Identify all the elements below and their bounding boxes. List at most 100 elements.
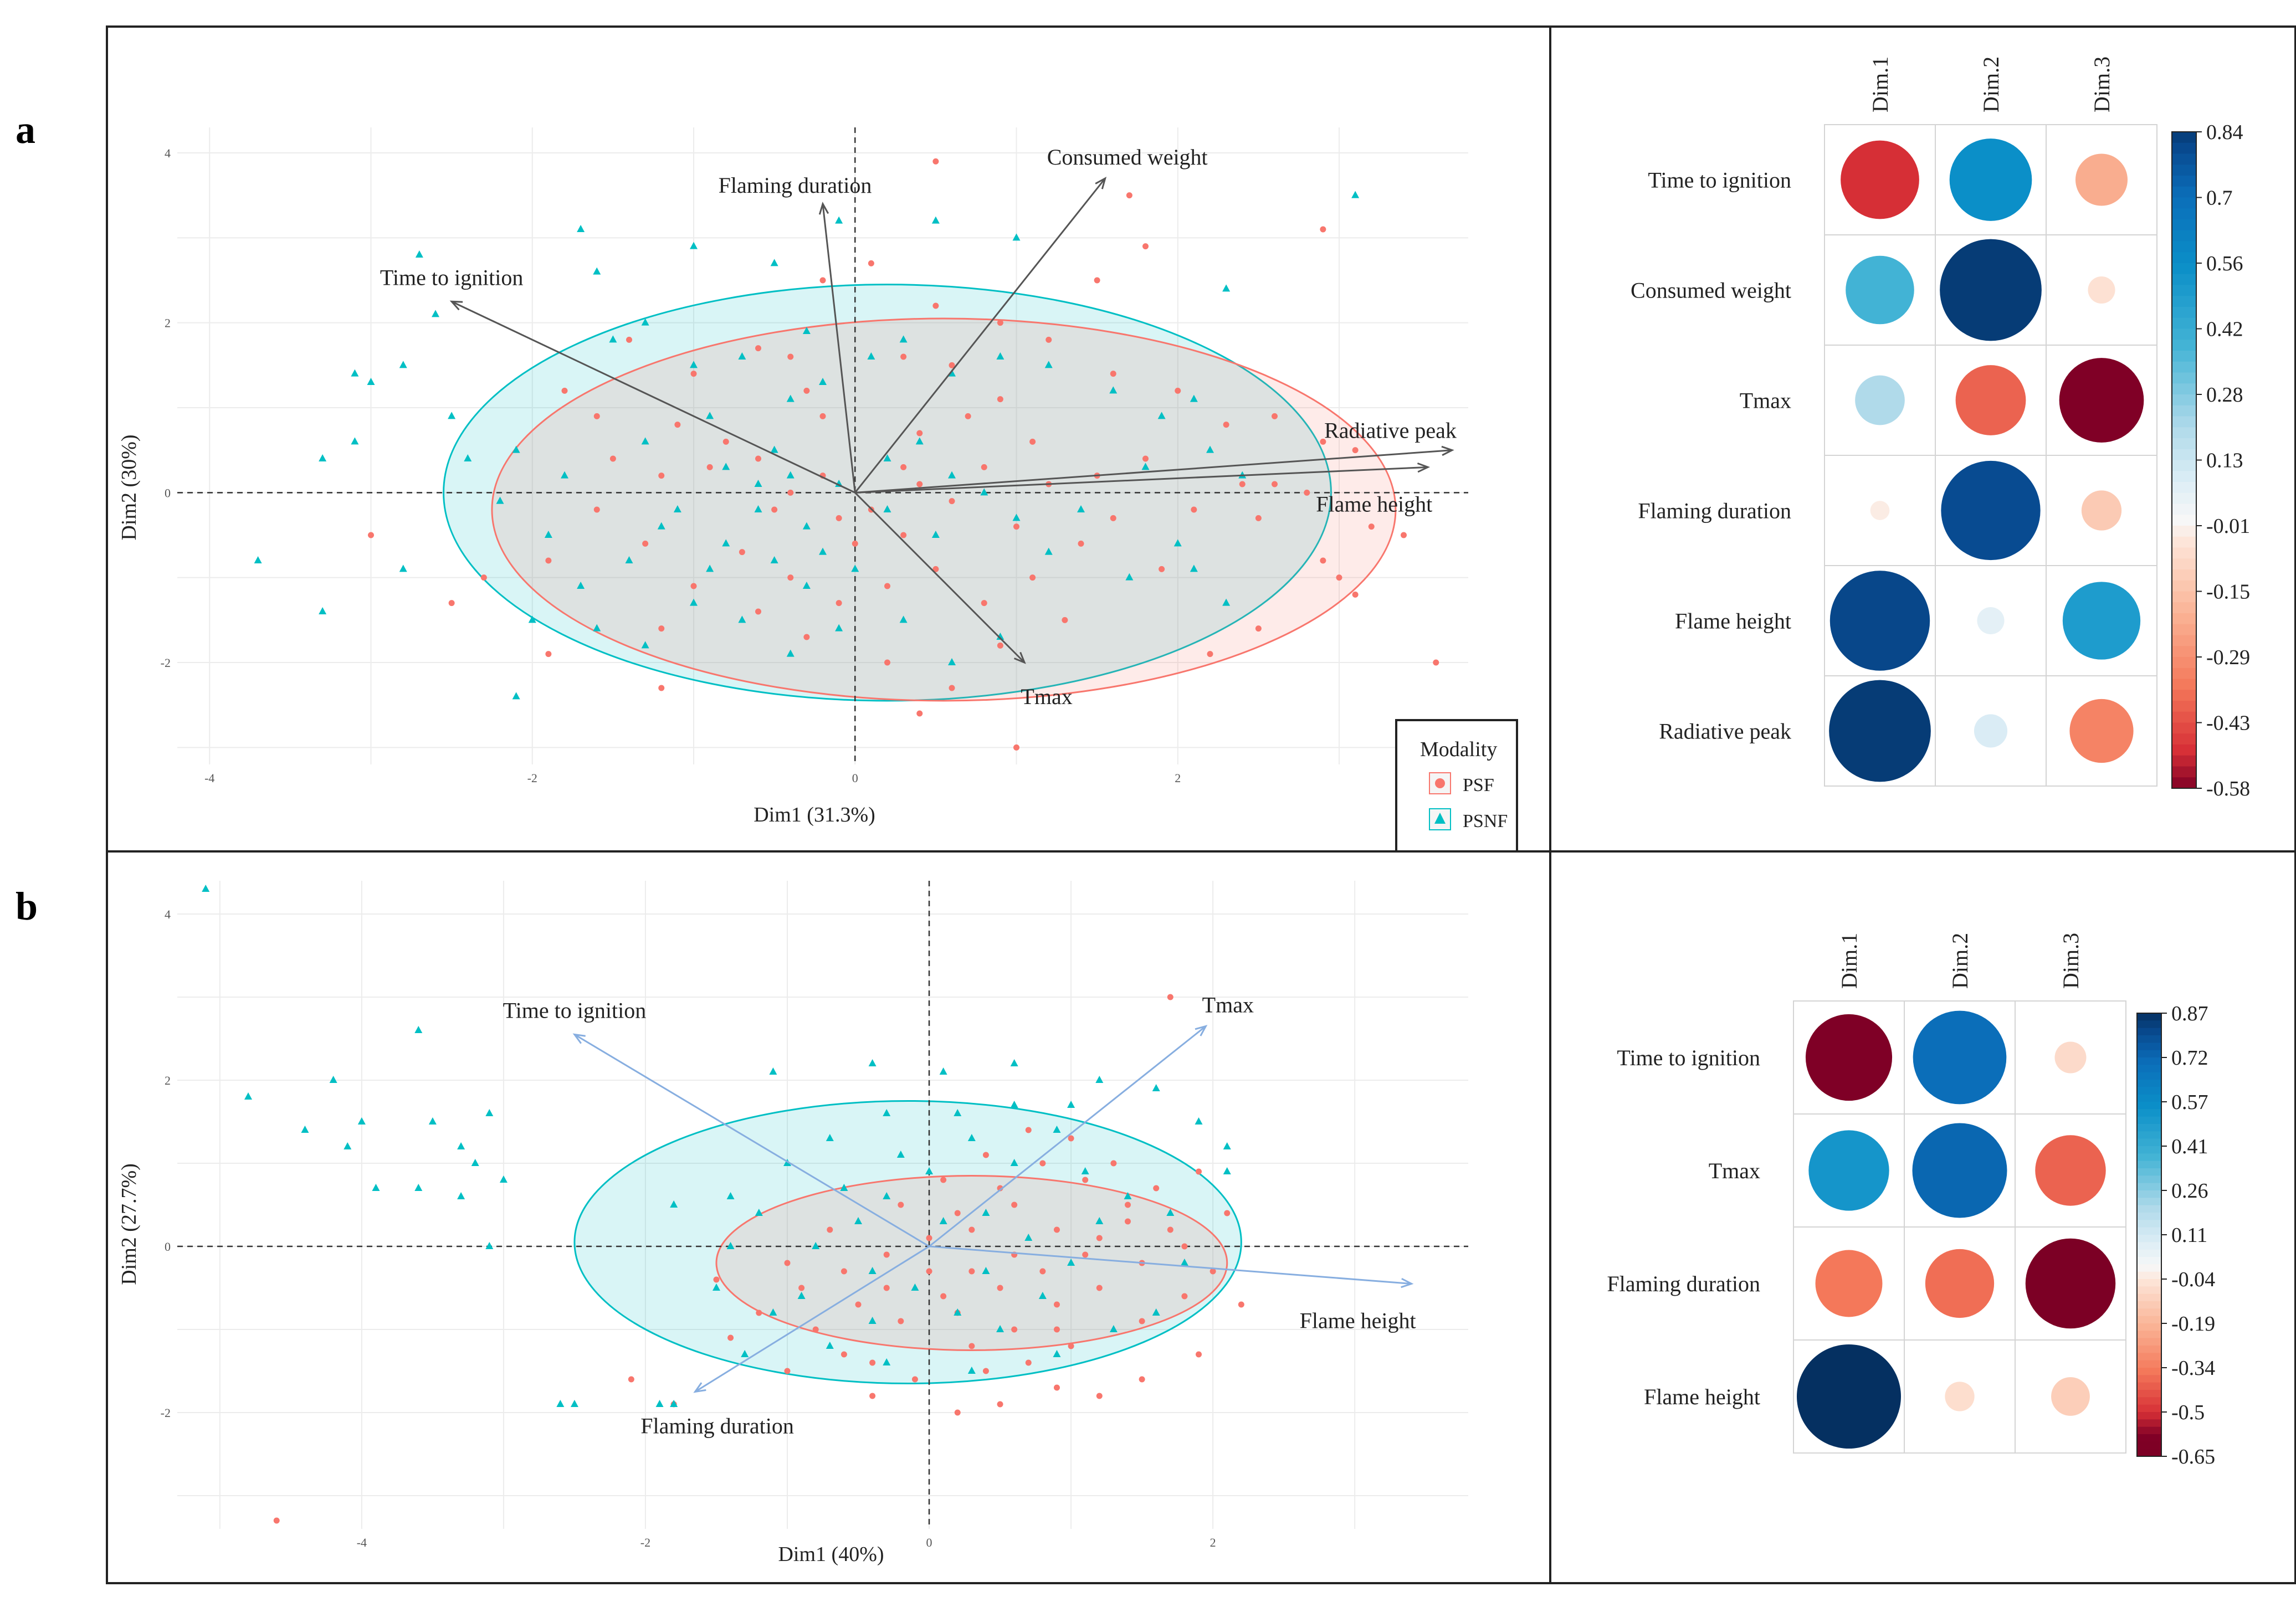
point-psnf	[570, 1400, 578, 1407]
point-psf	[932, 566, 939, 572]
colorbar-segment	[2172, 558, 2196, 570]
point-psf	[1053, 1384, 1060, 1391]
colorbar-segment	[2137, 1094, 2161, 1102]
point-psnf	[496, 496, 504, 504]
point-psnf	[1166, 1209, 1175, 1216]
colorbar-segment	[2172, 460, 2196, 472]
corr-circle	[1925, 1249, 1995, 1318]
legend-a: Modality PSF PSNF	[1395, 719, 1518, 853]
point-psnf	[641, 437, 649, 445]
point-psf	[561, 387, 568, 394]
colorbar-segment	[2137, 1426, 2161, 1435]
corr-circle	[1841, 140, 1919, 219]
point-psf	[1011, 1326, 1018, 1333]
corr-circle	[1940, 239, 2042, 341]
point-psf	[869, 1393, 876, 1399]
colorbar-segment	[2172, 526, 2196, 537]
colorbar-segment	[2172, 624, 2196, 636]
pca-biplot-a: Consumed weight Flaming duration Time to i…	[117, 127, 1468, 826]
colorbar-segment	[2137, 1043, 2161, 1051]
colorbar-segment	[2137, 1397, 2161, 1405]
ticks-a: -4 -2 0 2 -2 0 2 4	[161, 146, 1181, 785]
loading-arrow	[854, 492, 1026, 664]
colorbar-segment	[2172, 416, 2196, 428]
point-psnf	[1012, 233, 1021, 241]
point-psf	[1401, 532, 1407, 538]
corr-cell	[2046, 675, 2157, 787]
corr-row-label: Tmax	[1740, 388, 1791, 413]
colorbar-a: 0.84 0.7 0.56 0.42 0.28 0.13 -0.01 -0.15 -0.29 -0…	[2171, 121, 2250, 800]
corr-circle	[2081, 490, 2122, 531]
loading-arrow	[574, 1034, 930, 1247]
corr-circle	[2075, 153, 2128, 206]
corr-column-label: Dim.3	[2058, 933, 2083, 989]
y-tick-label: 4	[165, 146, 171, 160]
point-psf	[755, 345, 761, 352]
point-psnf	[561, 471, 568, 479]
point-psf	[1139, 1318, 1145, 1324]
point-psf	[1062, 617, 1068, 623]
point-psnf	[1223, 1167, 1231, 1174]
point-psf	[1142, 455, 1149, 462]
point-psnf	[925, 1167, 934, 1174]
colorbar-segment	[2137, 1220, 2161, 1228]
colorbar-segment	[2172, 165, 2196, 176]
point-psnf	[1024, 1234, 1033, 1241]
point-psf	[982, 1368, 989, 1374]
colorbar-segment	[2172, 241, 2196, 253]
zero-lines-a	[177, 127, 1468, 764]
colorbar-segment	[2172, 602, 2196, 614]
arrow-head	[1401, 1277, 1414, 1288]
point-psf	[545, 557, 552, 564]
colorbar-tick-label: 0.57	[2171, 1091, 2208, 1114]
corr-row-label: Radiative peak	[1659, 719, 1791, 744]
point-psnf	[457, 1192, 465, 1199]
point-psnf	[432, 310, 439, 317]
point-psnf	[577, 582, 585, 589]
corr-row-label: Flame height	[1675, 609, 1791, 634]
colorbar-tick-label: -0.65	[2171, 1445, 2215, 1468]
point-psf	[1053, 1226, 1060, 1233]
colorbar-segment	[2137, 1057, 2161, 1066]
y-axis-label-b: Dim2 (27.7%)	[117, 1163, 141, 1285]
point-psnf	[1010, 1059, 1018, 1066]
point-psnf	[931, 216, 940, 224]
point-psnf	[939, 1067, 947, 1075]
ellipses-b	[573, 1100, 1242, 1384]
point-psf	[1082, 1177, 1089, 1183]
loading-arrow	[822, 203, 856, 493]
point-psf	[1272, 481, 1278, 487]
colorbar-segment	[2137, 1205, 2161, 1213]
legend-psf-marker	[1435, 778, 1445, 788]
point-psnf	[1081, 1167, 1089, 1174]
colorbar-segment	[2137, 1190, 2161, 1199]
point-psnf	[367, 378, 375, 385]
point-psnf	[1190, 564, 1198, 572]
point-psf	[368, 532, 374, 538]
colorbar-segment	[2137, 1338, 2161, 1346]
point-psf	[968, 1226, 975, 1233]
point-psf	[1196, 1168, 1202, 1175]
colorbar-segment	[2137, 1161, 2161, 1169]
corr-column-label: Dim.2	[1948, 933, 1972, 989]
point-psnf	[770, 556, 778, 563]
point-psf	[1320, 226, 1326, 233]
point-psf	[883, 1251, 890, 1258]
arrow-label: Tmax	[1202, 993, 1254, 1018]
point-psnf	[641, 318, 649, 326]
point-psnf	[1124, 1192, 1132, 1199]
colorbar-segment	[2137, 1198, 2161, 1206]
x-tick-label: -2	[640, 1536, 650, 1549]
point-psnf	[1010, 1101, 1018, 1108]
colorbar-segment	[2137, 1412, 2161, 1420]
colorbar-segment	[2137, 1449, 2161, 1457]
colorbar-segment	[2172, 153, 2196, 166]
point-psf	[1025, 1127, 1032, 1133]
colorbar-segment	[2172, 307, 2196, 319]
colorbar-segment	[2137, 1235, 2161, 1243]
colorbar-segment	[2137, 1109, 2161, 1117]
point-psnf	[1095, 1076, 1104, 1083]
colorbar-tick-label: 0.28	[2206, 383, 2243, 407]
point-psf	[840, 1351, 847, 1358]
colorbar-segment	[2137, 1301, 2161, 1310]
